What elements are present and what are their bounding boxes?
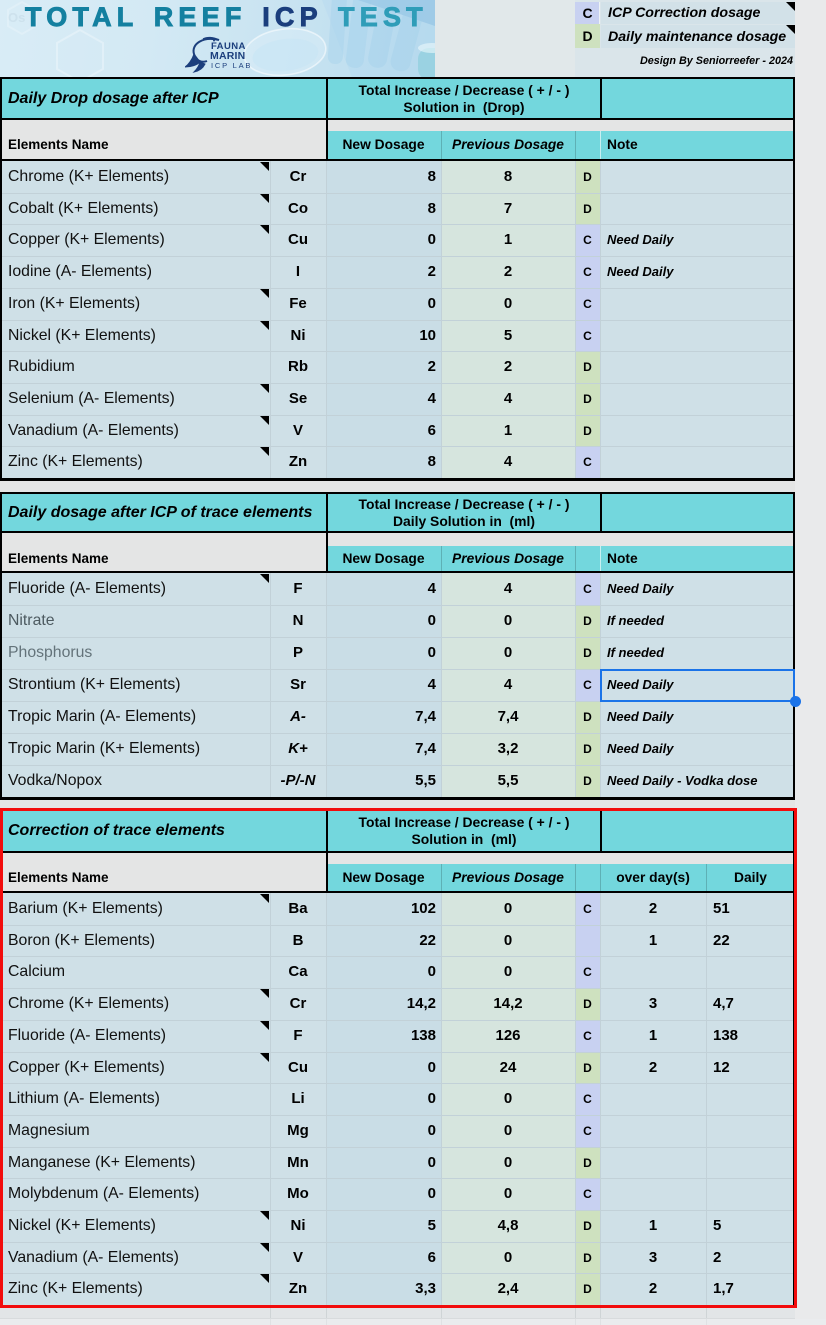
svg-text:FAUNA: FAUNA	[211, 41, 246, 52]
svg-text:MARIN: MARIN	[210, 50, 245, 62]
svg-text:ICP LAB: ICP LAB	[211, 61, 252, 70]
svg-text:Os: Os	[8, 10, 25, 25]
